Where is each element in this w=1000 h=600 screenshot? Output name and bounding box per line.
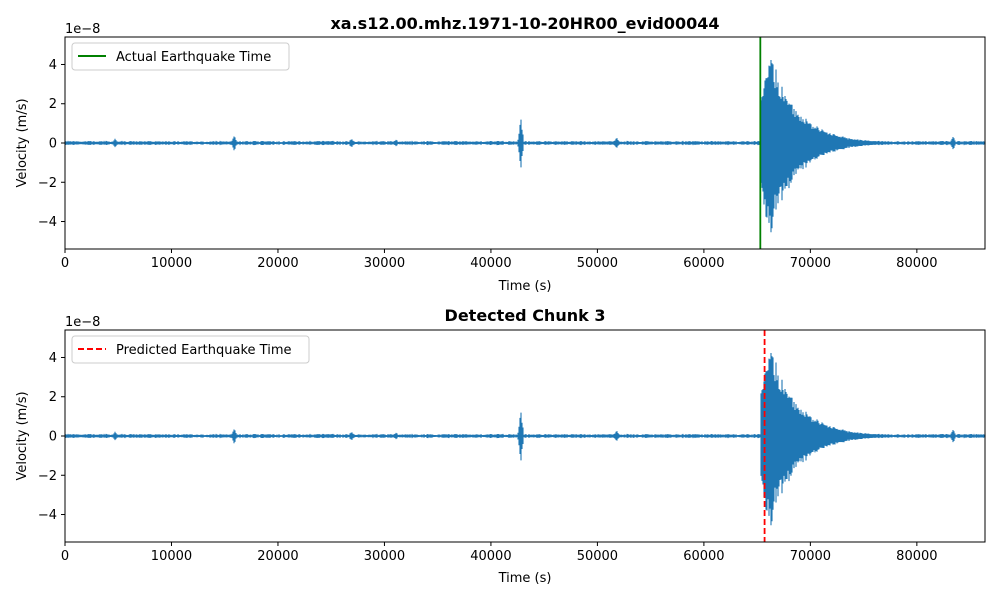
panel-1-y-axis-label: Velocity (m/s): [15, 98, 30, 187]
panel-1-x-ticks: 0 10000 20000 30000 40000 50000 60000 70000 8000…: [61, 249, 938, 271]
panel-2-y-ticks: −4 −2 0 2 4: [38, 351, 65, 523]
panel-2-x-ticks: 0 10000 20000 30000 40000 50000 60000 70000 8000…: [61, 542, 938, 564]
y-tick-label: −4: [38, 215, 57, 230]
x-tick-label: 0: [61, 549, 69, 564]
panel-1-y-scale-label: 1e−8: [65, 22, 100, 37]
panel-2-legend: Predicted Earthquake Time: [71, 335, 310, 364]
y-tick-label: −2: [38, 469, 57, 484]
x-tick-label: 80000: [896, 549, 937, 564]
panel-2-legend-label: Predicted Earthquake Time: [116, 343, 292, 358]
panel-2-y-scale-label: 1e−8: [65, 315, 100, 330]
y-tick-label: 2: [49, 390, 57, 405]
y-tick-label: 4: [49, 351, 57, 366]
panel-1-y-ticks: −4 −2 0 2 4: [38, 58, 65, 230]
x-tick-label: 30000: [364, 256, 405, 271]
x-tick-label: 20000: [257, 549, 298, 564]
panel-2-x-axis-label: Time (s): [498, 571, 552, 586]
panel-2-y-axis-label: Velocity (m/s): [15, 391, 30, 480]
panel-2: Detected Chunk 3 1e−8 0 10000 20000 30000 40…: [15, 306, 986, 586]
panel-2-legend-box: [71, 335, 310, 364]
x-tick-label: 70000: [790, 256, 831, 271]
y-tick-label: 4: [49, 58, 57, 73]
panel-1-title: xa.s12.00.mhz.1971-10-20HR00_evid00044: [330, 14, 719, 33]
y-tick-label: 2: [49, 97, 57, 112]
x-tick-label: 80000: [896, 256, 937, 271]
y-tick-label: 0: [49, 430, 57, 445]
x-tick-label: 20000: [257, 256, 298, 271]
panel-2-title: Detected Chunk 3: [445, 306, 606, 325]
panel-2-plot-area: [64, 330, 986, 542]
x-tick-label: 70000: [790, 549, 831, 564]
x-tick-label: 10000: [151, 256, 192, 271]
panel-1-frame: [64, 36, 986, 250]
panel-1-legend: Actual Earthquake Time: [71, 42, 290, 71]
panel-1-legend-label: Actual Earthquake Time: [116, 50, 271, 65]
panel-1-legend-box: [71, 42, 290, 71]
panel-1-x-axis-label: Time (s): [498, 279, 552, 294]
y-tick-label: 0: [49, 137, 57, 152]
x-tick-label: 40000: [470, 549, 511, 564]
x-tick-label: 40000: [470, 256, 511, 271]
x-tick-label: 30000: [364, 549, 405, 564]
x-tick-label: 50000: [577, 256, 618, 271]
x-tick-label: 0: [61, 256, 69, 271]
y-tick-label: −4: [38, 508, 57, 523]
x-tick-label: 50000: [577, 549, 618, 564]
panel-1: xa.s12.00.mhz.1971-10-20HR00_evid00044 1…: [15, 14, 986, 294]
y-tick-label: −2: [38, 176, 57, 191]
x-tick-label: 60000: [683, 549, 724, 564]
x-tick-label: 10000: [151, 549, 192, 564]
x-tick-label: 60000: [683, 256, 724, 271]
panel-2-frame: [64, 329, 986, 543]
